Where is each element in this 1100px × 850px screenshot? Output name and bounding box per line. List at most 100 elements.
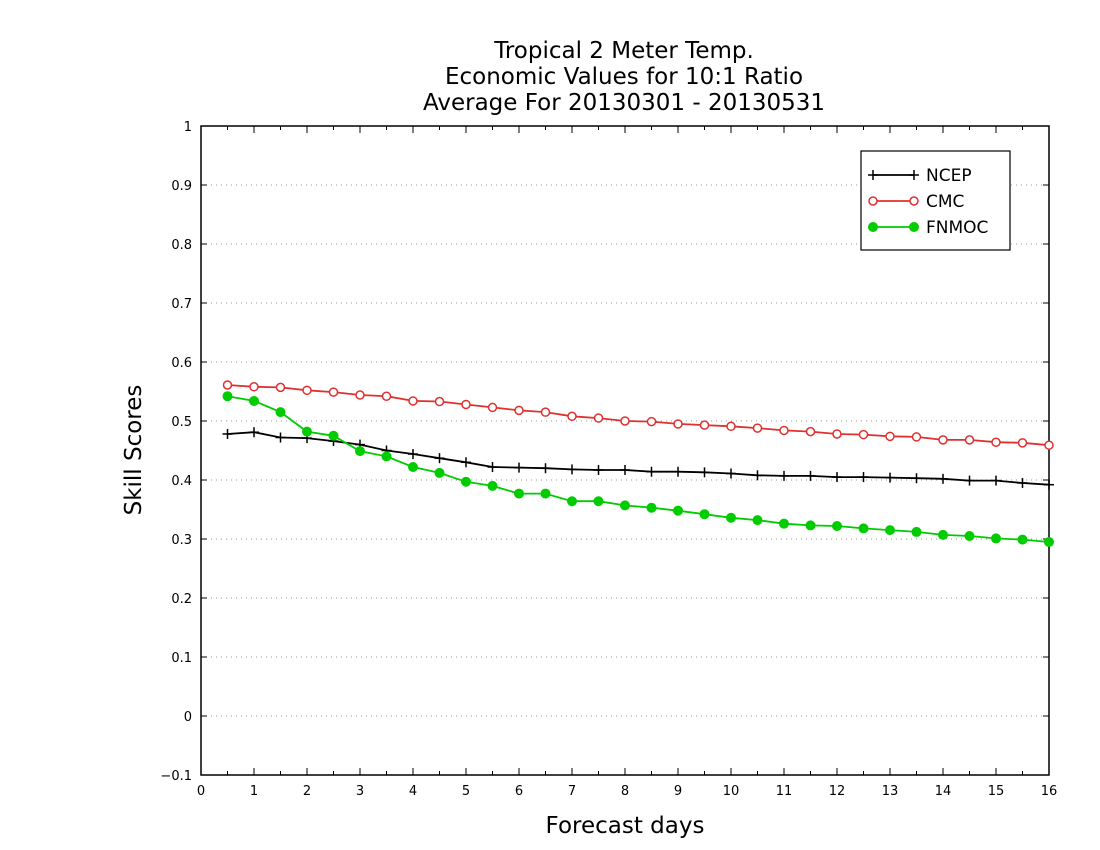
data-point-ncep bbox=[646, 466, 657, 477]
data-point-fnmoc bbox=[408, 462, 418, 473]
data-point-ncep bbox=[487, 462, 498, 473]
data-point-ncep bbox=[249, 427, 259, 438]
legend-item-cmc: CMC bbox=[868, 192, 964, 212]
data-point-ncep bbox=[699, 467, 710, 478]
data-point-fnmoc bbox=[646, 502, 657, 513]
y-tick-label: 0.5 bbox=[171, 415, 192, 430]
x-tick-label: 13 bbox=[882, 784, 899, 799]
series-line-fnmoc bbox=[227, 395, 1050, 543]
x-tick-label: 16 bbox=[1041, 784, 1058, 799]
data-point-fnmoc bbox=[938, 529, 948, 540]
y-tick-label: 0.7 bbox=[171, 297, 192, 312]
y-tick-label: 1 bbox=[184, 120, 192, 135]
data-point-fnmoc bbox=[991, 533, 1001, 544]
data-point-cmc bbox=[805, 426, 816, 437]
gridlines bbox=[201, 184, 1049, 717]
legend-marker-fnmoc bbox=[868, 222, 878, 232]
data-point-ncep bbox=[1044, 479, 1054, 490]
data-point-ncep bbox=[885, 472, 895, 483]
series-fnmoc bbox=[222, 391, 1054, 547]
data-point-ncep bbox=[911, 473, 922, 484]
data-point-fnmoc bbox=[1017, 534, 1028, 545]
x-tick-label: 7 bbox=[568, 784, 576, 799]
data-point-fnmoc bbox=[805, 520, 816, 531]
data-point-cmc bbox=[302, 385, 312, 396]
data-point-cmc bbox=[487, 402, 498, 413]
data-point-cmc bbox=[381, 391, 392, 401]
y-tick-label: 0.8 bbox=[171, 238, 192, 253]
data-point-ncep bbox=[514, 462, 524, 473]
legend-label-cmc: CMC bbox=[926, 192, 964, 212]
data-point-cmc bbox=[514, 405, 524, 416]
data-point-ncep bbox=[567, 464, 577, 475]
data-point-fnmoc bbox=[381, 451, 392, 462]
data-point-ncep bbox=[593, 464, 604, 475]
data-point-cmc bbox=[567, 411, 577, 422]
series-ncep bbox=[222, 427, 1054, 490]
data-point-cmc bbox=[1044, 440, 1054, 450]
data-point-ncep bbox=[832, 472, 842, 483]
data-point-cmc bbox=[832, 429, 842, 439]
x-tick-label: 12 bbox=[829, 784, 846, 799]
x-tick-label: 10 bbox=[723, 784, 740, 799]
data-point-ncep bbox=[779, 470, 789, 481]
data-point-cmc bbox=[938, 435, 948, 445]
data-point-ncep bbox=[408, 449, 418, 460]
data-point-ncep bbox=[434, 453, 445, 464]
y-tick-label: 0.3 bbox=[171, 533, 192, 548]
y-tick-label: −0.1 bbox=[160, 769, 192, 784]
legend-marker-cmc bbox=[909, 196, 919, 206]
x-tick-label: 14 bbox=[935, 784, 952, 799]
x-tick-label: 8 bbox=[621, 784, 629, 799]
x-tick-label: 6 bbox=[515, 784, 523, 799]
data-point-cmc bbox=[885, 431, 895, 442]
legend-marker-fnmoc bbox=[909, 222, 919, 232]
series-cmc bbox=[222, 380, 1054, 450]
data-point-cmc bbox=[673, 419, 683, 429]
series-line-ncep bbox=[227, 431, 1050, 486]
y-tick-label: 0.1 bbox=[171, 651, 192, 666]
legend-item-ncep: NCEP bbox=[868, 166, 972, 186]
data-point-ncep bbox=[805, 470, 816, 481]
data-point-fnmoc bbox=[434, 467, 445, 478]
data-point-cmc bbox=[249, 382, 259, 392]
x-tick-label: 0 bbox=[197, 784, 205, 799]
title-line-2: Economic Values for 10:1 Ratio bbox=[445, 64, 803, 90]
x-axis: 0 1 2 3 4 5 6 7 8 9 10 11 12 13 14 15 16 bbox=[197, 126, 1057, 799]
y-tick-label: 0.6 bbox=[171, 356, 192, 371]
data-point-ncep bbox=[275, 432, 286, 443]
x-tick-label: 11 bbox=[776, 784, 793, 799]
data-point-cmc bbox=[991, 437, 1001, 447]
data-point-ncep bbox=[964, 475, 975, 486]
data-point-fnmoc bbox=[355, 446, 365, 457]
data-point-cmc bbox=[752, 423, 763, 433]
data-point-cmc bbox=[328, 387, 339, 397]
data-point-ncep bbox=[620, 464, 630, 475]
data-point-fnmoc bbox=[673, 505, 683, 516]
x-axis-label: Forecast days bbox=[546, 813, 705, 839]
data-point-cmc bbox=[779, 425, 789, 436]
x-tick-label: 5 bbox=[462, 784, 470, 799]
x-tick-label: 2 bbox=[303, 784, 311, 799]
data-point-ncep bbox=[1017, 477, 1028, 488]
legend-item-fnmoc: FNMOC bbox=[868, 218, 988, 238]
data-point-cmc bbox=[646, 416, 657, 427]
data-point-cmc bbox=[964, 435, 975, 445]
data-point-fnmoc bbox=[779, 518, 789, 529]
data-point-fnmoc bbox=[858, 523, 869, 534]
data-point-fnmoc bbox=[593, 496, 604, 507]
data-point-ncep bbox=[673, 466, 683, 477]
data-point-ncep bbox=[858, 472, 869, 483]
data-point-ncep bbox=[991, 475, 1001, 486]
y-tick-label: 0.9 bbox=[171, 179, 192, 194]
legend-marker-ncep bbox=[909, 170, 919, 180]
series-lines bbox=[222, 380, 1054, 547]
data-point-fnmoc bbox=[885, 525, 895, 536]
title-line-1: Tropical 2 Meter Temp. bbox=[493, 38, 754, 64]
data-point-cmc bbox=[275, 382, 286, 393]
data-point-fnmoc bbox=[514, 488, 524, 499]
data-point-cmc bbox=[222, 380, 233, 390]
data-point-fnmoc bbox=[832, 521, 842, 532]
data-point-fnmoc bbox=[620, 500, 630, 511]
data-point-fnmoc bbox=[461, 476, 471, 487]
